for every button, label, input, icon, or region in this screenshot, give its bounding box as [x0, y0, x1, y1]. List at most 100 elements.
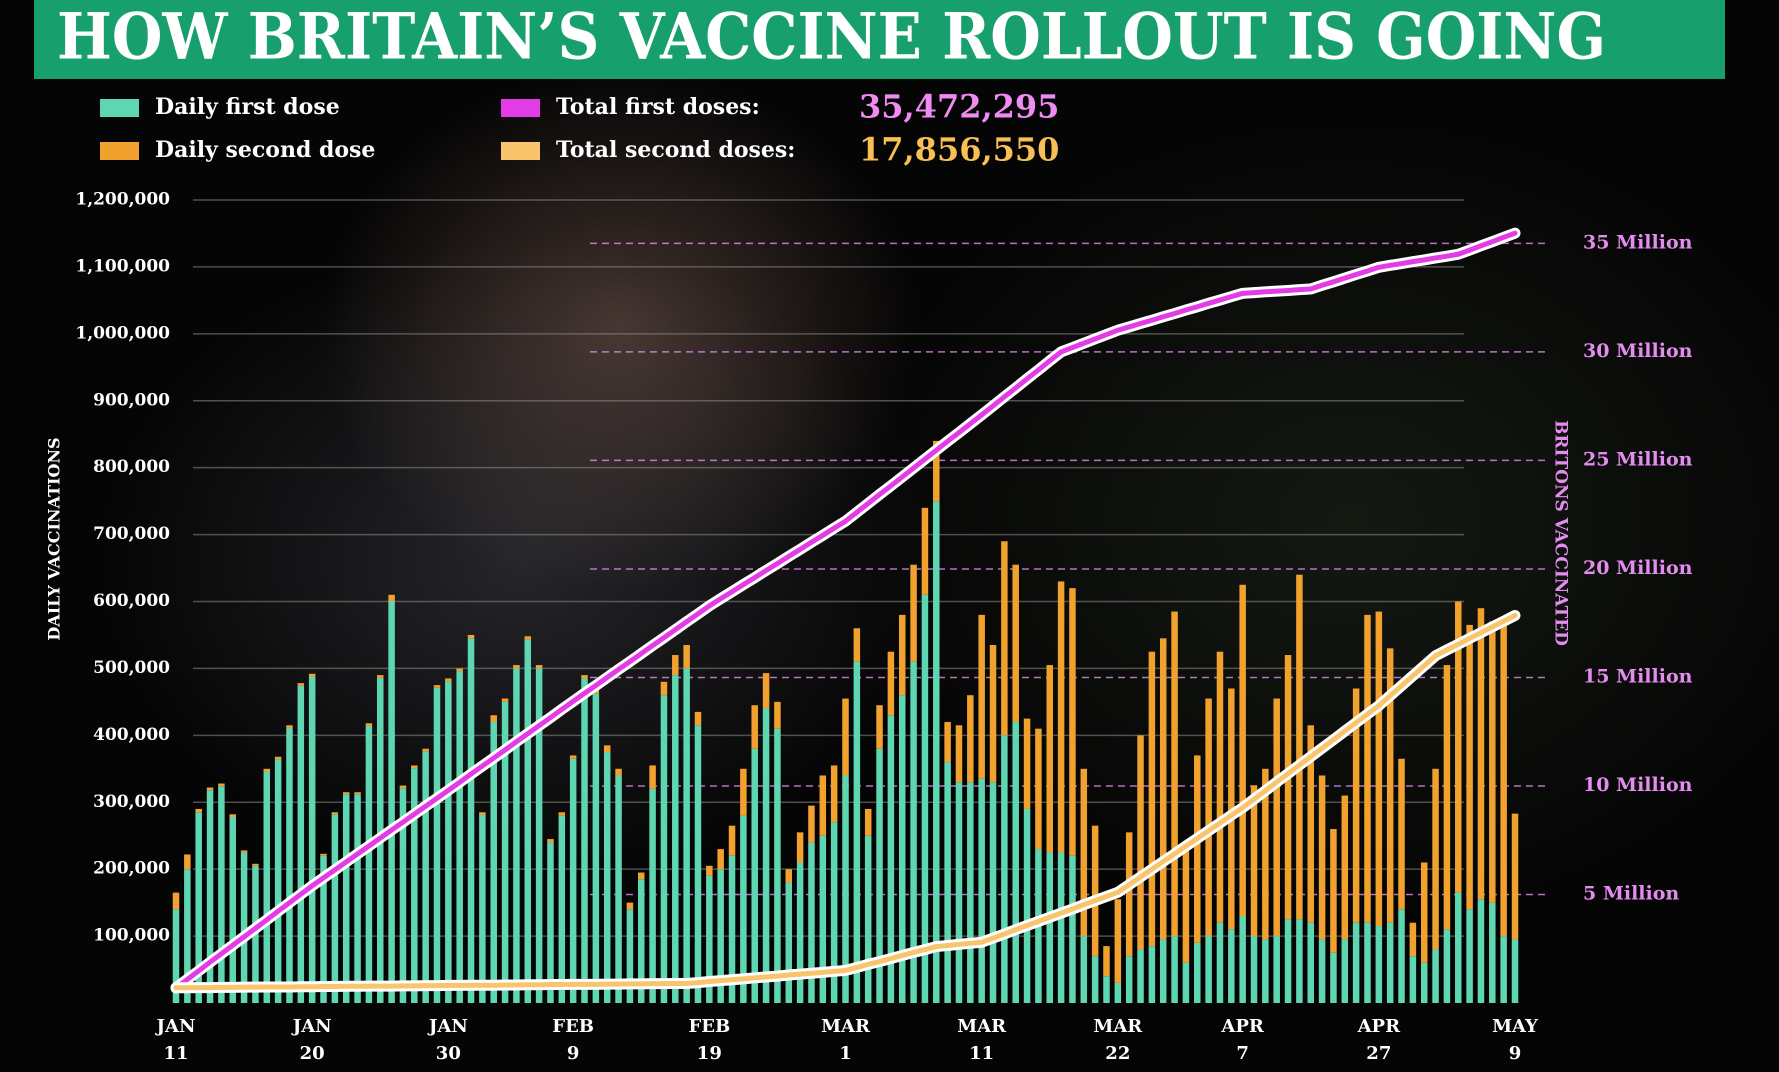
bar	[1409, 956, 1417, 1003]
bar	[1262, 768, 1269, 940]
bar	[1103, 946, 1110, 977]
y2-axis-title: BRITONS VACCINATED	[1551, 420, 1571, 646]
y-tick-label: 600,000	[93, 591, 170, 611]
bar	[433, 687, 441, 1003]
bar	[433, 685, 441, 688]
bar	[637, 872, 645, 880]
bar	[1216, 922, 1224, 1003]
y2-tick-label: 30 Million	[1583, 340, 1693, 362]
bar	[944, 721, 951, 763]
bar	[1069, 855, 1076, 1003]
x-tick-label: MAR 1	[821, 1016, 871, 1064]
bar	[728, 855, 736, 1003]
bar	[1182, 849, 1190, 963]
bar	[887, 651, 895, 716]
bar	[1489, 902, 1496, 1003]
bar	[876, 705, 883, 749]
bar	[1420, 862, 1428, 963]
x-tick-label: APR 7	[1220, 1016, 1265, 1064]
bar	[1398, 909, 1405, 1003]
bar	[1500, 936, 1507, 1003]
legend-label: Daily second dose	[155, 137, 375, 163]
bar	[1330, 829, 1337, 953]
bar	[445, 678, 452, 682]
title-banner	[34, 0, 1725, 79]
y2-tick-label: 35 Million	[1583, 231, 1693, 253]
bar	[1182, 962, 1190, 1003]
bar	[1057, 852, 1065, 1003]
bar	[354, 792, 361, 795]
bar	[1239, 584, 1246, 917]
bar	[864, 835, 872, 1003]
bar	[967, 695, 974, 783]
bar	[479, 812, 486, 815]
bar	[1500, 618, 1507, 937]
bar	[263, 768, 271, 772]
bar	[456, 668, 463, 672]
bar	[694, 711, 702, 726]
bar	[1398, 758, 1405, 910]
bar	[1091, 956, 1099, 1003]
bar	[342, 794, 350, 1003]
bar	[1477, 608, 1485, 900]
bar	[1420, 962, 1428, 1003]
bar	[195, 812, 202, 1003]
bar	[842, 775, 849, 1003]
bar	[195, 808, 202, 813]
bar	[1159, 939, 1167, 1003]
bar	[819, 835, 827, 1003]
bar	[830, 822, 838, 1003]
bar	[524, 639, 532, 1003]
bar	[240, 850, 248, 853]
bar	[1284, 655, 1292, 920]
bar	[1341, 939, 1349, 1003]
bar	[1307, 725, 1314, 923]
bar	[501, 698, 509, 702]
bar	[774, 701, 781, 729]
bar	[694, 725, 702, 1003]
bar	[1432, 949, 1439, 1003]
bar	[1046, 665, 1054, 853]
legend-label: Total first doses:	[556, 94, 760, 120]
bar	[411, 765, 418, 769]
bar	[626, 909, 634, 1003]
bar	[1364, 922, 1371, 1003]
y-tick-label: 700,000	[93, 524, 170, 544]
bar	[1228, 929, 1235, 1003]
bar	[978, 778, 985, 1003]
bar	[1205, 936, 1212, 1003]
bar	[422, 748, 429, 752]
bar	[819, 775, 827, 836]
bar	[944, 762, 951, 1003]
bar	[1103, 976, 1110, 1003]
bar	[479, 814, 486, 1003]
legend-swatch	[501, 99, 540, 117]
bar	[331, 814, 339, 1003]
bar	[286, 725, 293, 728]
bar	[1409, 922, 1417, 957]
bar	[649, 765, 656, 789]
bar	[1375, 611, 1383, 927]
bar	[706, 865, 713, 876]
bar	[1375, 926, 1383, 1003]
bar	[785, 869, 793, 883]
x-tick-label: JAN 30	[427, 1016, 468, 1064]
bar	[547, 842, 554, 1003]
bar	[1194, 755, 1201, 943]
bar	[1023, 718, 1031, 809]
bar	[342, 792, 350, 795]
bar	[388, 594, 395, 602]
bar	[592, 693, 600, 1003]
bar	[853, 661, 861, 1003]
y-tick-label: 300,000	[93, 792, 170, 812]
bar	[388, 601, 395, 1003]
bar	[558, 812, 566, 816]
bar	[921, 594, 929, 1003]
legend-swatch	[501, 142, 540, 160]
bar	[933, 501, 940, 1003]
bar	[467, 638, 475, 1003]
bar	[1386, 922, 1394, 1003]
bar	[1012, 564, 1019, 722]
bar	[1125, 832, 1133, 957]
